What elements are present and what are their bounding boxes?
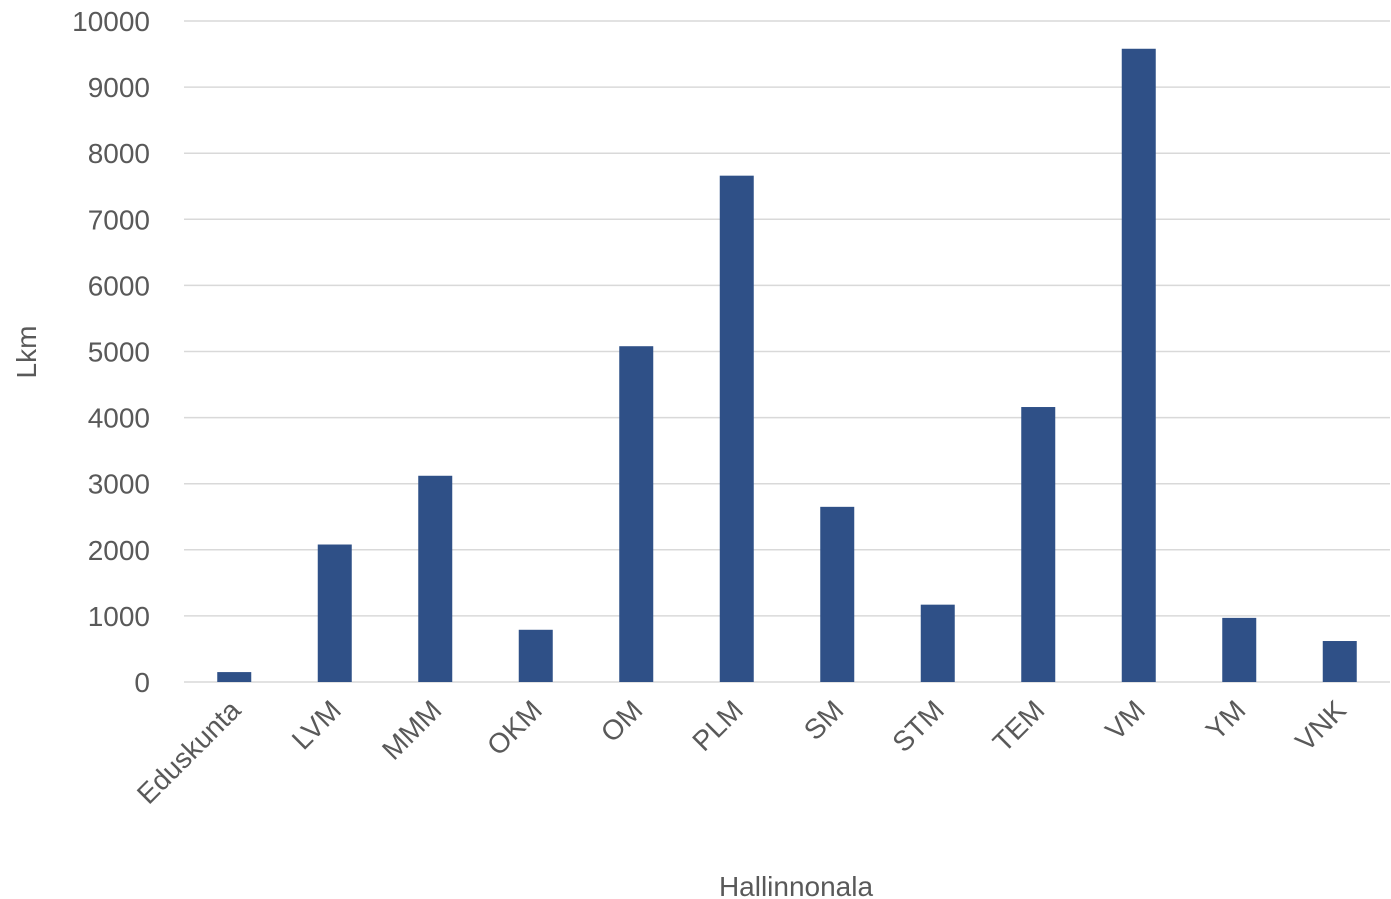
bar-lvm [317, 544, 352, 682]
y-tick-label: 3000 [88, 469, 150, 500]
x-tick-label: STM [886, 694, 950, 758]
bar-vm [1121, 48, 1156, 682]
bar-mmm [418, 475, 453, 682]
x-tick-label: VNK [1289, 694, 1352, 757]
bar-tem [1021, 407, 1056, 682]
bar-plm [719, 175, 754, 682]
x-tick-label: VM [1099, 694, 1151, 746]
y-tick-label: 5000 [88, 337, 150, 368]
y-tick-label: 2000 [88, 535, 150, 566]
x-tick-label: SM [798, 694, 850, 746]
x-tick-label: YM [1200, 694, 1252, 746]
y-tick-label: 8000 [88, 138, 150, 169]
bar-om [619, 346, 654, 682]
y-tick-label: 4000 [88, 403, 150, 434]
bar-stm [920, 604, 955, 682]
y-axis-title: Lkm [11, 326, 42, 379]
bar-ym [1222, 617, 1257, 682]
gridlines [184, 20, 1390, 683]
x-tick-label: MMM [376, 694, 447, 765]
y-axis-tick-labels: 0 1000 2000 3000 4000 5000 6000 7000 8000 9000 100… [72, 6, 150, 698]
bar-sm [820, 506, 855, 682]
bar-vnk [1322, 641, 1357, 682]
x-tick-label: TEM [987, 694, 1051, 758]
y-tick-label: 9000 [88, 72, 150, 103]
bar-okm [518, 629, 553, 682]
y-tick-label: 1000 [88, 601, 150, 632]
x-axis-title: Hallinnonala [719, 871, 874, 899]
x-axis-tick-labels: Eduskunta LVM MMM OKM OM PLM SM STM TEM VM YM VNK [131, 694, 1352, 810]
bar-series [217, 48, 1357, 682]
x-tick-label: OM [595, 694, 649, 748]
x-tick-label: Eduskunta [131, 694, 247, 810]
y-tick-label: 10000 [72, 6, 150, 37]
x-tick-label: LVM [286, 694, 347, 755]
y-tick-label: 7000 [88, 204, 150, 235]
bar-eduskunta [217, 672, 252, 682]
y-tick-label: 6000 [88, 270, 150, 301]
x-tick-label: OKM [481, 694, 548, 761]
y-tick-label: 0 [134, 667, 150, 698]
x-tick-label: PLM [686, 694, 749, 757]
